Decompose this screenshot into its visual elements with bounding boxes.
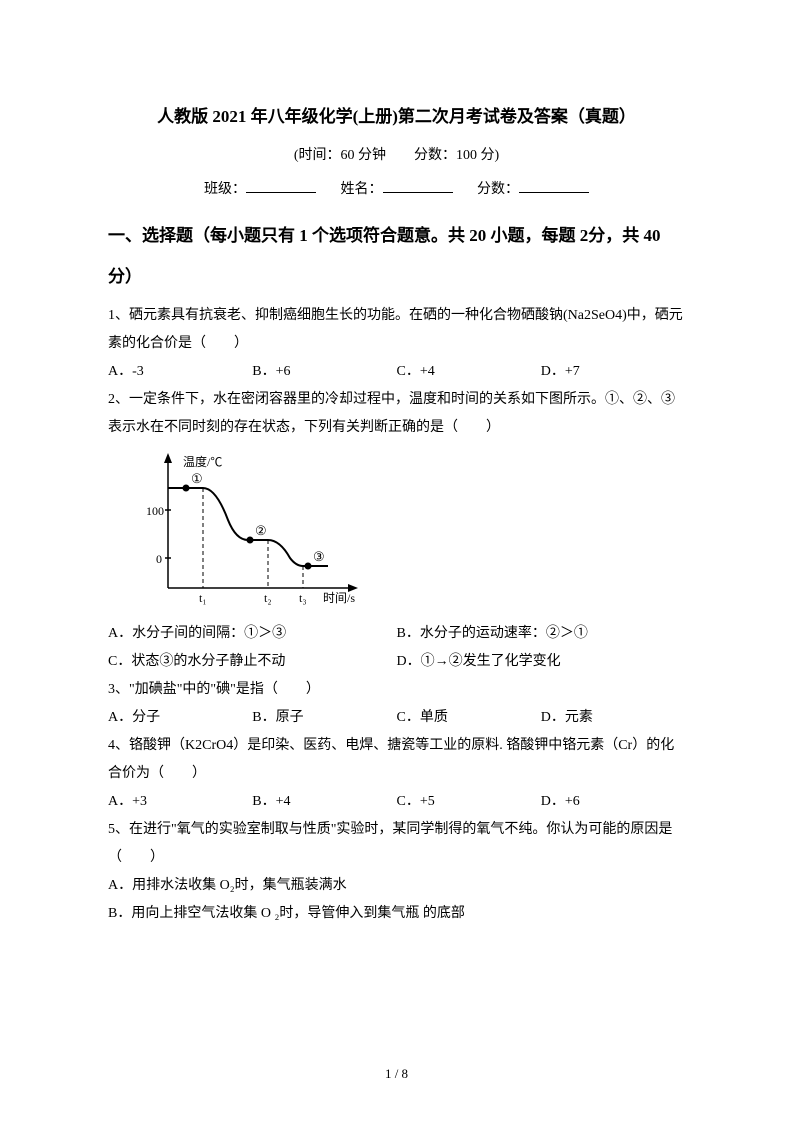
chart-x-label: 时间/s xyxy=(323,591,355,605)
q4-option-d: D．+6 xyxy=(541,788,685,816)
q4-option-b: B．+4 xyxy=(252,788,396,816)
chart-xtick-t3: t₃ xyxy=(299,591,307,605)
q5-option-a: A．用排水法收集 O₂时，集气瓶装满水 xyxy=(108,872,685,900)
chart-mark-3: ③ xyxy=(313,549,325,564)
score-label: 分数： xyxy=(477,182,519,197)
chart-xtick-t1: t₁ xyxy=(199,591,207,605)
q1-option-b: B．+6 xyxy=(252,358,396,386)
question-3-options: A．分子 B．原子 C．单质 D．元素 xyxy=(108,704,685,732)
q3-option-c: C．单质 xyxy=(397,704,541,732)
class-label: 班级： xyxy=(204,182,246,197)
name-label: 姓名： xyxy=(341,182,383,197)
chart-ytick-0: 0 xyxy=(156,552,162,566)
student-info-line: 班级： 姓名： 分数： xyxy=(108,176,685,204)
q2-option-d: D．①→②发生了化学变化 xyxy=(397,648,686,676)
chart-mark-1: ① xyxy=(191,471,203,486)
exam-subtitle: (时间：60 分钟 分数：100 分) xyxy=(108,142,685,170)
q1-option-d: D．+7 xyxy=(541,358,685,386)
page-number: 1 / 8 xyxy=(0,1061,793,1087)
q2-option-c: C．状态③的水分子静止不动 xyxy=(108,648,397,676)
question-1: 1、硒元素具有抗衰老、抑制癌细胞生长的功能。在硒的一种化合物硒酸钠(Na2SeO… xyxy=(108,302,685,358)
q3-option-d: D．元素 xyxy=(541,704,685,732)
name-blank[interactable] xyxy=(383,179,453,193)
q2-option-a: A．水分子间的间隔：①＞③ xyxy=(108,620,397,648)
q4-option-a: A．+3 xyxy=(108,788,252,816)
exam-title: 人教版 2021 年八年级化学(上册)第二次月考试卷及答案（真题） xyxy=(108,100,685,134)
chart-ytick-100: 100 xyxy=(146,504,164,518)
question-5: 5、在进行"氧气的实验室制取与性质"实验时，某同学制得的氧气不纯。你认为可能的原… xyxy=(108,816,685,872)
question-2-options: A．水分子间的间隔：①＞③ B．水分子的运动速率：②＞① C．状态③的水分子静止… xyxy=(108,620,685,676)
score-blank[interactable] xyxy=(519,179,589,193)
q1-option-a: A．-3 xyxy=(108,358,252,386)
question-4-options: A．+3 B．+4 C．+5 D．+6 xyxy=(108,788,685,816)
chart-mark-2: ② xyxy=(255,523,267,538)
question-3: 3、"加碘盐"中的"碘"是指（ ） xyxy=(108,676,685,704)
q2-option-b: B．水分子的运动速率：②＞① xyxy=(397,620,686,648)
class-blank[interactable] xyxy=(246,179,316,193)
question-4: 4、铬酸钾（K2CrO4）是印染、医药、电焊、搪瓷等工业的原料. 铬酸钾中铬元素… xyxy=(108,732,685,788)
chart-y-label: 温度/℃ xyxy=(183,454,222,469)
q3-option-b: B．原子 xyxy=(252,704,396,732)
q5-option-b: B．用向上排空气法收集 O ₂时，导管伸入到集气瓶 的底部 xyxy=(108,900,685,928)
chart-xtick-t2: t₂ xyxy=(264,591,272,605)
q1-option-c: C．+4 xyxy=(397,358,541,386)
question-1-options: A．-3 B．+6 C．+4 D．+7 xyxy=(108,358,685,386)
question-2: 2、一定条件下，水在密闭容器里的冷却过程中，温度和时间的关系如下图所示。①、②、… xyxy=(108,386,685,442)
chart-svg: 温度/℃ 100 0 ① ② ③ t₁ t₂ t₃ 时间/s xyxy=(128,448,368,618)
section-1-header: 一、选择题（每小题只有 1 个选项符合题意。共 20 小题，每题 2分，共 40… xyxy=(108,216,685,298)
temperature-chart: 温度/℃ 100 0 ① ② ③ t₁ t₂ t₃ 时间/s xyxy=(128,448,368,618)
q3-option-a: A．分子 xyxy=(108,704,252,732)
q4-option-c: C．+5 xyxy=(397,788,541,816)
